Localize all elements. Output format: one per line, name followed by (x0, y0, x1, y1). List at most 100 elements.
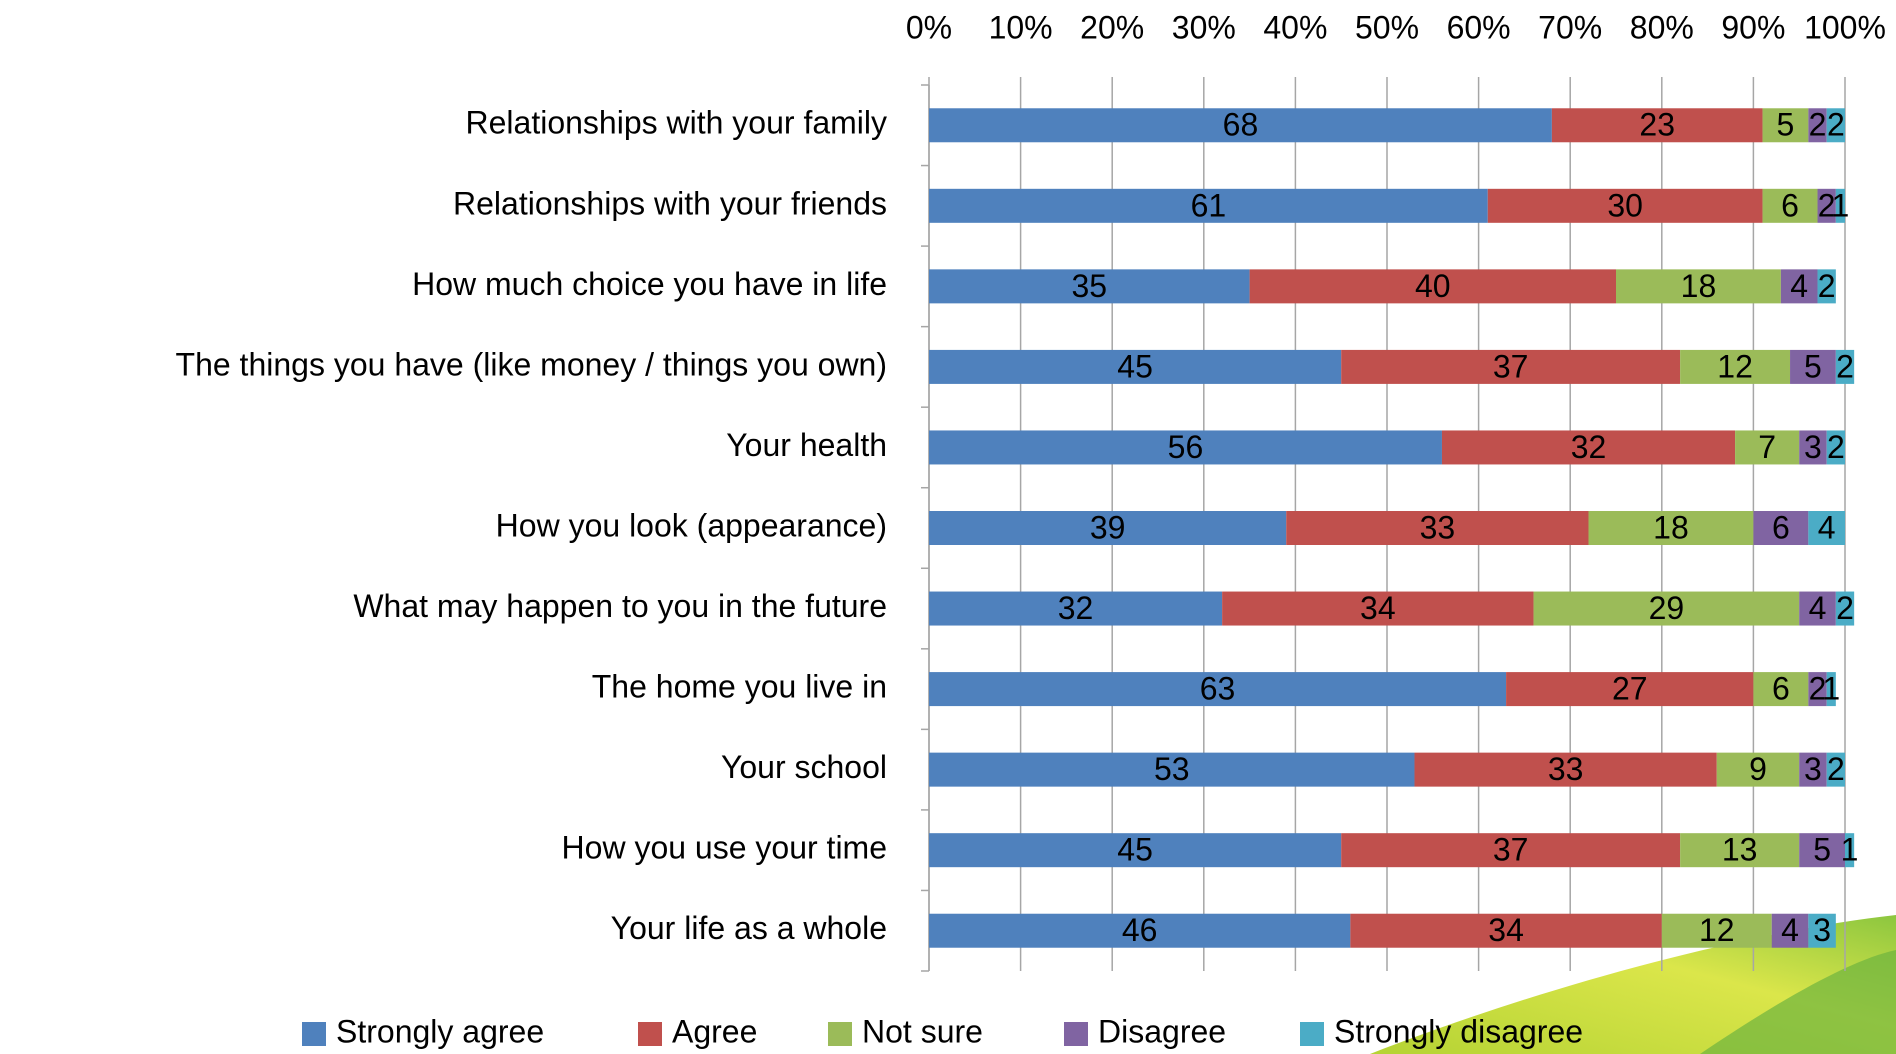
decoration (1700, 950, 1896, 1054)
data-label: 2 (1827, 751, 1845, 787)
bar-segment (929, 188, 1488, 223)
legend-swatch (828, 1022, 852, 1046)
bar-segment (1799, 430, 1827, 465)
category-label: Relationships with your family (466, 105, 888, 141)
bar-segment (929, 672, 1507, 707)
bar-segment (1680, 349, 1791, 384)
category-label: Your life as a whole (611, 910, 887, 946)
data-label: 27 (1612, 671, 1648, 707)
x-tick-label: 20% (1080, 9, 1144, 45)
legend-label: Disagree (1098, 1013, 1226, 1049)
data-label: 1 (1832, 187, 1850, 223)
data-label: 2 (1818, 268, 1836, 304)
bar-segment (1551, 108, 1763, 143)
data-label: 39 (1090, 509, 1126, 545)
data-label: 12 (1699, 912, 1735, 948)
bar-segment (1808, 511, 1845, 545)
bar-segment (929, 591, 1223, 626)
bar-segment (1588, 511, 1754, 545)
data-label: 18 (1681, 268, 1717, 304)
bar-segment (1771, 913, 1809, 948)
data-label: 61 (1191, 187, 1227, 223)
legend-label: Strongly disagree (1334, 1013, 1583, 1049)
data-label: 33 (1420, 509, 1456, 545)
legend-label: Strongly agree (336, 1013, 544, 1049)
data-label: 1 (1841, 832, 1859, 868)
data-label: 3 (1804, 429, 1822, 465)
data-label: 63 (1200, 671, 1236, 707)
data-label: 2 (1809, 107, 1827, 143)
data-label: 18 (1653, 509, 1689, 545)
data-label: 7 (1758, 429, 1776, 465)
bar-segment (1616, 269, 1781, 304)
data-label: 37 (1493, 348, 1529, 384)
data-label: 46 (1122, 912, 1158, 948)
bar-segment (929, 752, 1415, 787)
x-tick-label: 100% (1804, 9, 1886, 45)
data-label: 6 (1781, 187, 1799, 223)
data-label: 2 (1836, 348, 1854, 384)
legend-swatch (1064, 1022, 1088, 1046)
category-label: Your health (726, 427, 887, 463)
data-label: 5 (1804, 348, 1822, 384)
bar-segment (1762, 108, 1809, 143)
data-label: 4 (1809, 590, 1827, 626)
legend-label: Not sure (862, 1013, 983, 1049)
data-label: 2 (1827, 429, 1845, 465)
bar-segment (1762, 188, 1818, 223)
bar-segment (1441, 430, 1736, 465)
x-tick-label: 0% (906, 9, 952, 45)
data-label: 30 (1607, 187, 1643, 223)
bar-segment (1808, 913, 1836, 948)
bar-segment (929, 349, 1342, 384)
bar-segment (1817, 269, 1836, 304)
bar-segment (1249, 269, 1616, 304)
data-label: 5 (1777, 107, 1795, 143)
category-label: Relationships with your friends (453, 185, 887, 221)
bar-segment (1286, 511, 1589, 545)
data-label: 2 (1827, 107, 1845, 143)
bar-segment (929, 833, 1342, 868)
data-label: 34 (1360, 590, 1396, 626)
data-label: 4 (1790, 268, 1808, 304)
bar-segment (1845, 833, 1855, 868)
data-label: 53 (1154, 751, 1190, 787)
bar-segment (1350, 913, 1662, 948)
category-label: What may happen to you in the future (353, 588, 887, 624)
bar-segment (1799, 752, 1827, 787)
data-label: 32 (1571, 429, 1607, 465)
x-tick-label: 40% (1263, 9, 1327, 45)
data-label: 56 (1168, 429, 1204, 465)
bar-segment (1341, 833, 1681, 868)
legend-swatch (302, 1022, 326, 1046)
data-label: 2 (1836, 590, 1854, 626)
bar-segment (1661, 913, 1772, 948)
bar-segment (1826, 430, 1845, 465)
bar-segment (1735, 430, 1800, 465)
data-label: 4 (1781, 912, 1799, 948)
bar-segment (1780, 269, 1818, 304)
x-tick-label: 80% (1630, 9, 1694, 45)
bar-segment (1826, 752, 1845, 787)
bar-segment (1799, 833, 1845, 868)
data-label: 40 (1415, 268, 1451, 304)
category-label: The things you have (like money / things… (176, 346, 887, 382)
data-label: 35 (1072, 268, 1108, 304)
data-label: 5 (1813, 832, 1831, 868)
data-label: 1 (1822, 671, 1840, 707)
bar-segment (1808, 108, 1827, 143)
x-tick-label: 10% (989, 9, 1053, 45)
data-label: 37 (1493, 832, 1529, 868)
x-tick-label: 60% (1447, 9, 1511, 45)
x-tick-label: 90% (1721, 9, 1785, 45)
bar-segment (1680, 833, 1800, 868)
category-label: How much choice you have in life (412, 266, 887, 302)
legend-label: Agree (672, 1013, 757, 1049)
category-label: Your school (721, 749, 887, 785)
data-label: 68 (1223, 107, 1259, 143)
bar-segment (1790, 349, 1836, 384)
bar-segment (929, 913, 1351, 948)
bar-segment (1835, 349, 1855, 384)
legend-swatch (1300, 1022, 1324, 1046)
